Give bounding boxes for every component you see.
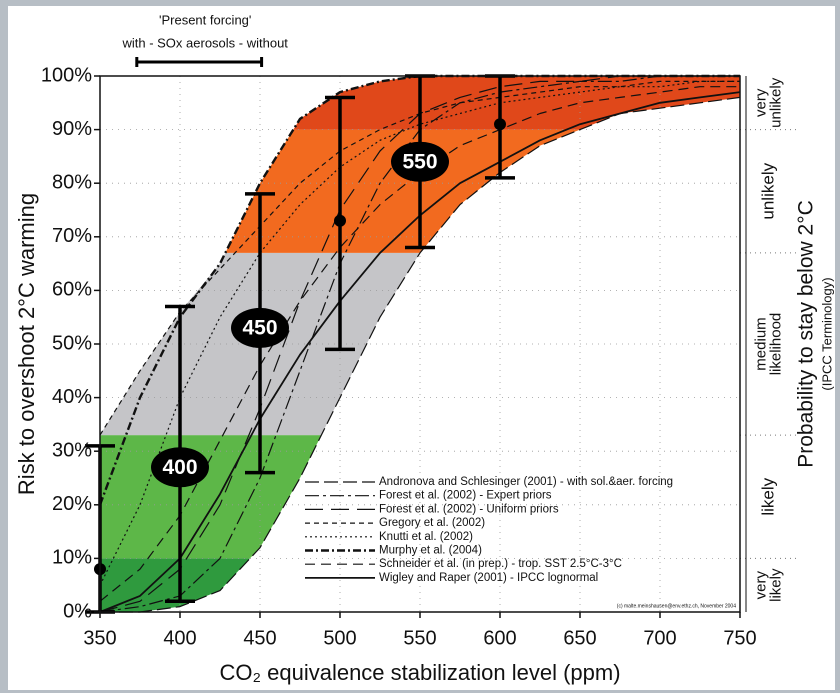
level-label: 450: [242, 316, 277, 339]
credit: (c) malte.meinshausen@env.ethz.ch, Novem…: [617, 603, 736, 609]
y-tick-label: 20%: [52, 493, 92, 515]
y-tick-label: 30%: [52, 439, 92, 461]
median-point: [494, 118, 506, 131]
legend-label: Gregory et al. (2002): [379, 517, 485, 529]
y-tick-label: 60%: [52, 279, 92, 301]
zone-label: very: [752, 88, 769, 117]
legend-label: Schneider et al. (in prep.) - trop. SST …: [379, 558, 622, 570]
level-badge: [391, 141, 449, 182]
y-tick-label: 100%: [41, 64, 92, 86]
x-tick-label: 550: [403, 627, 436, 649]
zone-label: medium: [752, 317, 769, 370]
level-label: 550: [402, 150, 437, 173]
x-tick-label: 500: [323, 627, 356, 649]
zone-label: likely: [758, 477, 777, 515]
zone-label: likelihood: [767, 313, 784, 376]
y-tick-label: 0%: [63, 600, 92, 622]
legend-label: Andronova and Schlesinger (2001) - with …: [379, 476, 673, 488]
y-axis-title: Risk to overshoot 2°C warming: [14, 193, 39, 495]
series-line: [99, 80, 740, 586]
plot-frame: [99, 75, 741, 613]
x-tick-label: 750: [723, 627, 756, 649]
zone-label: very: [752, 571, 769, 600]
level-label: 400: [162, 456, 197, 479]
legend-label: Knutti et al. (2002): [379, 531, 473, 543]
legend-label: Wigley and Raper (2001) - IPCC lognormal: [379, 572, 598, 584]
y-tick-label: 10%: [52, 547, 92, 569]
zone-label: unlikely: [758, 162, 777, 219]
level-badge: [151, 447, 209, 488]
zone-label: likely: [767, 568, 784, 602]
y-tick-label: 90%: [52, 118, 92, 140]
y-tick-label: 50%: [52, 332, 92, 354]
x-tick-label: 400: [163, 627, 196, 649]
median-point: [334, 214, 346, 227]
annotation-subtitle: with - SOx aerosols - without: [121, 35, 288, 50]
annotation-title: 'Present forcing': [159, 12, 251, 27]
y-tick-label: 80%: [52, 171, 92, 193]
legend-label: Forest et al. (2002) - Expert priors: [379, 490, 552, 502]
level-badge: [231, 307, 289, 348]
x-tick-label: 650: [563, 627, 596, 649]
series-line: [99, 86, 740, 602]
y-tick-label: 40%: [52, 386, 92, 408]
x-axis-title: CO₂ equivalence stabilization level (ppm…: [219, 660, 620, 685]
zone-label: unlikely: [767, 77, 784, 128]
y2-axis-subtitle: (IPCC Terminology): [819, 277, 834, 390]
legend-label: Murphy et al. (2004): [379, 545, 482, 557]
x-tick-label: 700: [643, 627, 676, 649]
series-line: [100, 96, 741, 613]
y-tick-label: 70%: [52, 225, 92, 247]
legend-label: Forest et al. (2002) - Uniform priors: [379, 503, 559, 515]
x-tick-label: 600: [483, 627, 516, 649]
x-tick-label: 350: [83, 627, 116, 649]
x-tick-label: 450: [243, 627, 276, 649]
y2-axis-title: Probability to stay below 2°C: [795, 200, 818, 468]
